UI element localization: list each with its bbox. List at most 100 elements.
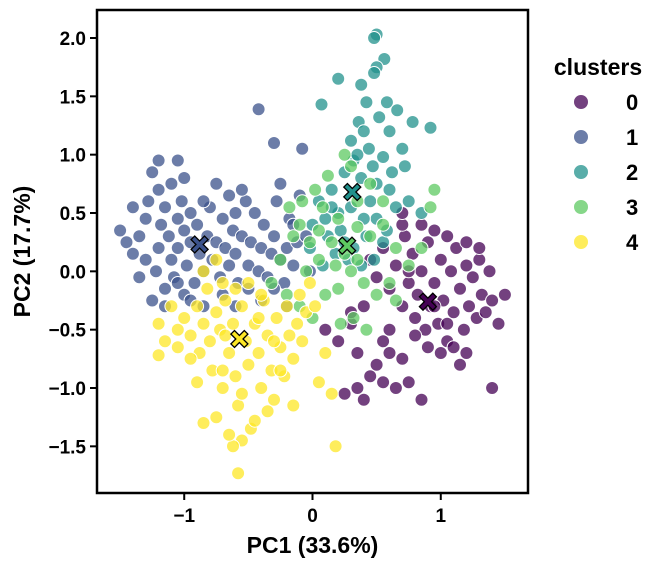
point-cluster-1-37 xyxy=(222,258,237,273)
point-cluster-4-16 xyxy=(222,346,237,360)
point-cluster-3-29 xyxy=(356,276,371,290)
point-cluster-4-41 xyxy=(302,276,317,290)
point-cluster-2-6 xyxy=(331,71,346,86)
point-cluster-3-18 xyxy=(311,252,326,267)
point-cluster-2-10 xyxy=(390,103,405,118)
y-tick-label: −0.5 xyxy=(48,321,86,342)
point-cluster-3-13 xyxy=(388,241,403,255)
point-cluster-4-64 xyxy=(170,340,185,355)
point-cluster-4-1 xyxy=(151,316,166,331)
point-cluster-3-30 xyxy=(369,287,384,302)
point-cluster-2-52 xyxy=(397,159,412,174)
point-cluster-3-12 xyxy=(376,217,391,232)
point-cluster-4-43 xyxy=(311,375,326,390)
point-cluster-1-73 xyxy=(170,276,185,290)
point-cluster-1-70 xyxy=(132,270,147,285)
point-cluster-0-29 xyxy=(472,252,487,267)
point-cluster-0-56 xyxy=(382,346,397,360)
point-cluster-0-44 xyxy=(376,334,391,349)
legend-title: clusters xyxy=(554,54,642,80)
point-cluster-3-1 xyxy=(344,159,358,174)
y-tick-label: 0.5 xyxy=(60,204,87,225)
centroids-layer xyxy=(190,182,438,349)
point-cluster-4-0 xyxy=(151,348,166,363)
centroid-marker-cluster-2 xyxy=(342,182,362,202)
point-cluster-1-13 xyxy=(158,200,172,215)
point-cluster-2-13 xyxy=(405,115,420,129)
point-cluster-4-3 xyxy=(170,322,185,337)
point-cluster-4-42 xyxy=(308,299,323,314)
x-tick-label: 1 xyxy=(435,506,446,527)
y-axis-ticks: −1.5 −1.0 −0.5 0.0 0.5 1.0 1.5 2.0 xyxy=(48,29,97,458)
x-tick-label: 0 xyxy=(307,506,318,527)
point-cluster-0-41 xyxy=(414,217,429,232)
point-cluster-4-5 xyxy=(183,328,198,343)
legend-label-cluster-3: 3 xyxy=(626,195,638,220)
point-cluster-0-31 xyxy=(478,305,493,320)
point-cluster-0-6 xyxy=(397,229,412,244)
point-cluster-1-24 xyxy=(183,206,198,220)
point-cluster-4-15 xyxy=(218,293,233,308)
point-cluster-4-47 xyxy=(286,398,301,413)
point-cluster-3-14 xyxy=(401,258,416,273)
point-cluster-0-66 xyxy=(376,375,391,390)
point-cluster-4-63 xyxy=(158,334,172,349)
point-cluster-1-83 xyxy=(177,171,192,185)
point-cluster-1-15 xyxy=(164,252,179,267)
point-cluster-1-6 xyxy=(141,194,156,209)
y-tick-label: 2.0 xyxy=(60,29,86,50)
point-cluster-3-32 xyxy=(388,293,403,308)
point-cluster-0-48 xyxy=(356,392,371,407)
point-cluster-3-10 xyxy=(350,252,365,267)
y-tick-label: −1.0 xyxy=(48,379,86,400)
point-cluster-2-8 xyxy=(359,95,374,110)
point-cluster-1-84 xyxy=(196,194,211,209)
point-cluster-1-45 xyxy=(247,206,262,220)
point-cluster-1-42 xyxy=(238,194,253,209)
point-cluster-0-58 xyxy=(401,375,416,390)
point-cluster-4-58 xyxy=(209,252,224,267)
point-cluster-3-42 xyxy=(328,258,343,273)
point-cluster-2-31 xyxy=(333,223,348,238)
point-cluster-1-20 xyxy=(174,194,189,209)
point-cluster-0-9 xyxy=(408,311,423,325)
point-cluster-0-53 xyxy=(331,334,346,349)
point-cluster-0-33 xyxy=(485,293,500,308)
point-cluster-0-65 xyxy=(388,381,403,395)
point-cluster-4-50 xyxy=(231,466,246,481)
point-cluster-0-55 xyxy=(356,299,371,314)
point-cluster-2-9 xyxy=(379,95,394,110)
point-cluster-0-46 xyxy=(363,369,378,384)
point-cluster-2-35 xyxy=(376,235,391,250)
point-cluster-3-28 xyxy=(344,264,358,279)
point-cluster-3-36 xyxy=(376,194,391,209)
centroid-marker-cluster-4 xyxy=(229,329,249,349)
point-cluster-2-18 xyxy=(376,150,391,164)
point-cluster-1-63 xyxy=(267,136,281,150)
point-cluster-0-17 xyxy=(433,252,448,267)
legend-swatch-cluster-0 xyxy=(573,94,589,110)
legend-swatch-cluster-1 xyxy=(573,129,589,145)
point-cluster-3-3 xyxy=(308,182,323,197)
point-cluster-3-19 xyxy=(299,264,314,279)
point-cluster-4-65 xyxy=(218,328,233,343)
point-cluster-4-46 xyxy=(328,439,343,454)
point-cluster-1-4 xyxy=(138,211,153,226)
point-cluster-2-47 xyxy=(344,133,358,148)
point-cluster-1-57 xyxy=(286,258,301,273)
point-cluster-3-8 xyxy=(324,235,339,250)
point-cluster-3-16 xyxy=(427,182,442,197)
point-cluster-4-38 xyxy=(292,287,307,302)
point-cluster-0-24 xyxy=(456,322,471,337)
point-cluster-3-41 xyxy=(302,235,317,250)
x-axis-ticks: −1 0 1 xyxy=(173,493,446,527)
point-cluster-3-11 xyxy=(363,229,378,244)
point-cluster-1-12 xyxy=(158,281,172,296)
points-layer xyxy=(113,27,512,481)
point-cluster-0-7 xyxy=(401,276,416,290)
point-cluster-1-18 xyxy=(170,211,185,226)
point-cluster-1-85 xyxy=(228,206,243,220)
point-cluster-1-35 xyxy=(215,211,230,226)
point-cluster-0-70 xyxy=(440,316,455,331)
